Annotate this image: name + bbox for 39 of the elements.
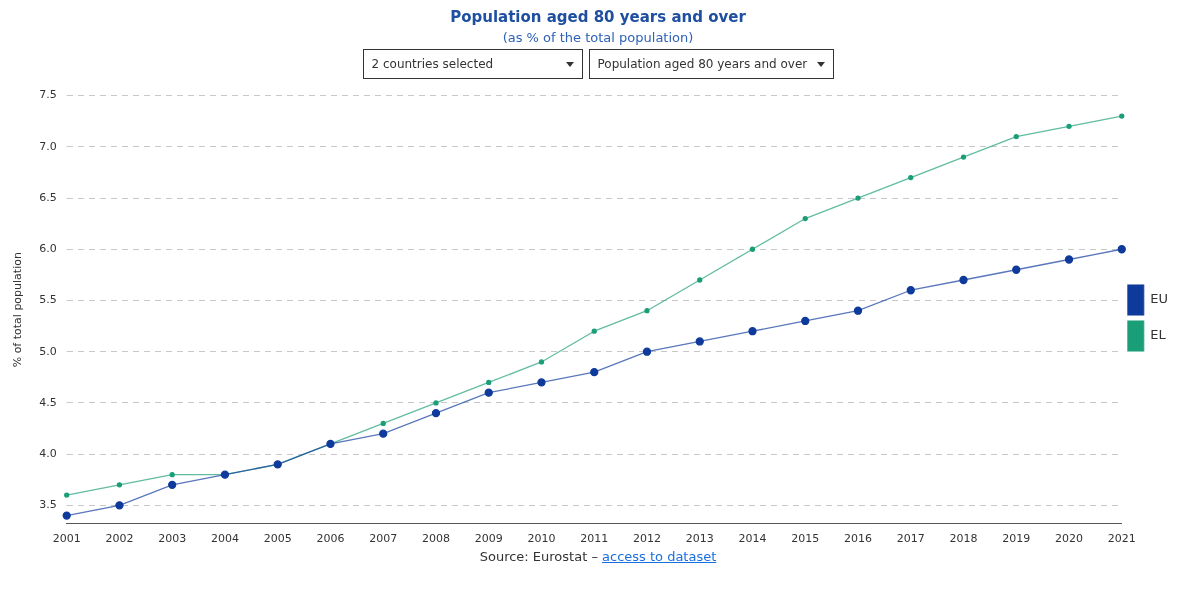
chart-title: Population aged 80 years and over — [449, 8, 747, 26]
x-tick-label: 2013 — [685, 532, 714, 546]
legend-label: EL — [1150, 327, 1167, 343]
y-axis-title: % of total population — [11, 252, 25, 368]
x-tick-label: 2014 — [738, 532, 767, 546]
text: access to dataset — [602, 549, 717, 564]
x-tick-label: 2019 — [1002, 532, 1031, 546]
x-tick-label: 2021 — [1107, 532, 1136, 546]
x-tick-label: 2006 — [316, 532, 345, 546]
text: Population aged 80 years and over — [597, 57, 808, 71]
x-tick-label: 2009 — [474, 532, 503, 546]
text: 2 countries selected — [371, 57, 494, 71]
x-tick-label: 2003 — [158, 532, 187, 546]
x-tick-label: 2008 — [421, 532, 450, 546]
legend-label: EU — [1150, 291, 1169, 307]
y-tick-label: 4.0 — [39, 447, 57, 460]
y-tick-label: 5.5 — [39, 293, 57, 307]
y-tick-label: 5.0 — [39, 344, 57, 358]
x-tick-label: 2015 — [791, 532, 820, 546]
y-tick-label: 6.5 — [39, 190, 57, 204]
chart-subtitle: (as % of the total population) — [501, 30, 695, 45]
y-tick-label: 3.5 — [39, 498, 57, 512]
x-tick-label: 2016 — [844, 532, 872, 546]
x-tick-label: 2010 — [527, 532, 556, 546]
x-tick-label: 2004 — [210, 532, 239, 546]
x-tick-label: 2017 — [896, 532, 925, 546]
x-tick-label: 2002 — [105, 532, 134, 546]
x-tick-label: 2012 — [632, 532, 661, 546]
x-tick-label: 2011 — [580, 532, 609, 546]
x-tick-label: 2007 — [369, 532, 398, 546]
y-tick-label: 7.5 — [39, 88, 57, 102]
x-tick-label: 2020 — [1055, 532, 1084, 546]
x-tick-label: 2005 — [263, 532, 292, 546]
y-tick-label: 7.0 — [39, 139, 57, 153]
x-tick-label: 2001 — [52, 532, 81, 546]
source-note: Source: Eurostat – — [479, 549, 599, 564]
y-tick-label: 6.0 — [39, 242, 57, 256]
x-tick-label: 2018 — [949, 532, 978, 546]
y-tick-label: 4.5 — [39, 395, 57, 409]
